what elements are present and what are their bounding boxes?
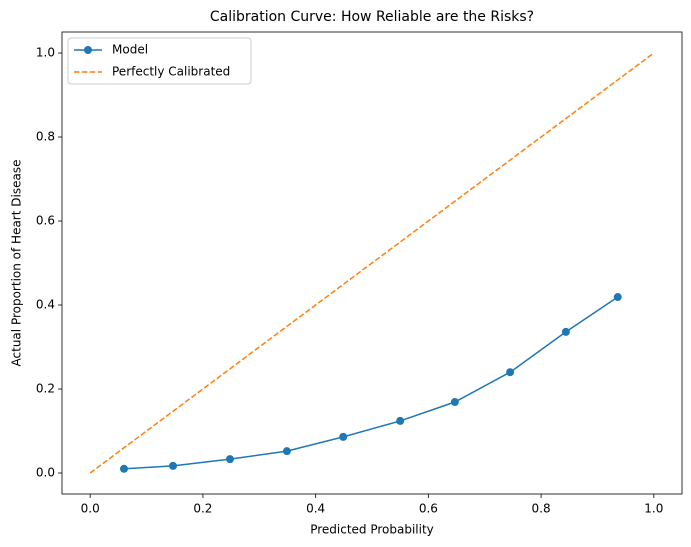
y-tick-label: 1.0 [36, 46, 55, 60]
point [282, 447, 291, 456]
y-tick-label: 0.2 [36, 382, 55, 396]
y-axis-label: Actual Proportion of Heart Disease [10, 160, 24, 367]
legend-box [67, 37, 252, 85]
point [169, 461, 178, 470]
series-line [89, 52, 655, 474]
plot-frame [61, 31, 683, 495]
x-tick-label: 0.8 [532, 502, 551, 516]
series-line [123, 296, 619, 470]
point [561, 327, 570, 336]
y-tick-label: 0.6 [36, 214, 55, 228]
x-tick-label: 0.6 [419, 502, 438, 516]
point [225, 455, 234, 464]
x-tick-label: 0.2 [193, 502, 212, 516]
point [613, 293, 622, 302]
point [339, 432, 348, 441]
y-tick-label: 0.4 [36, 298, 55, 312]
legend-marker [84, 46, 92, 54]
point [396, 416, 405, 425]
legend-label: Perfectly Calibrated [112, 65, 230, 79]
x-tick-label: 0.0 [81, 502, 100, 516]
y-tick-label: 0.0 [36, 466, 55, 480]
point [506, 368, 515, 377]
point [120, 464, 128, 473]
x-tick-label: 0.4 [306, 502, 325, 516]
x-axis-label: Predicted Probability [310, 523, 434, 537]
legend-label: Model [112, 43, 148, 57]
chart-title: Calibration Curve: How Reliable are the … [210, 9, 534, 25]
point [450, 398, 459, 407]
x-tick-label: 1.0 [644, 502, 663, 516]
y-tick-label: 0.8 [36, 130, 55, 144]
